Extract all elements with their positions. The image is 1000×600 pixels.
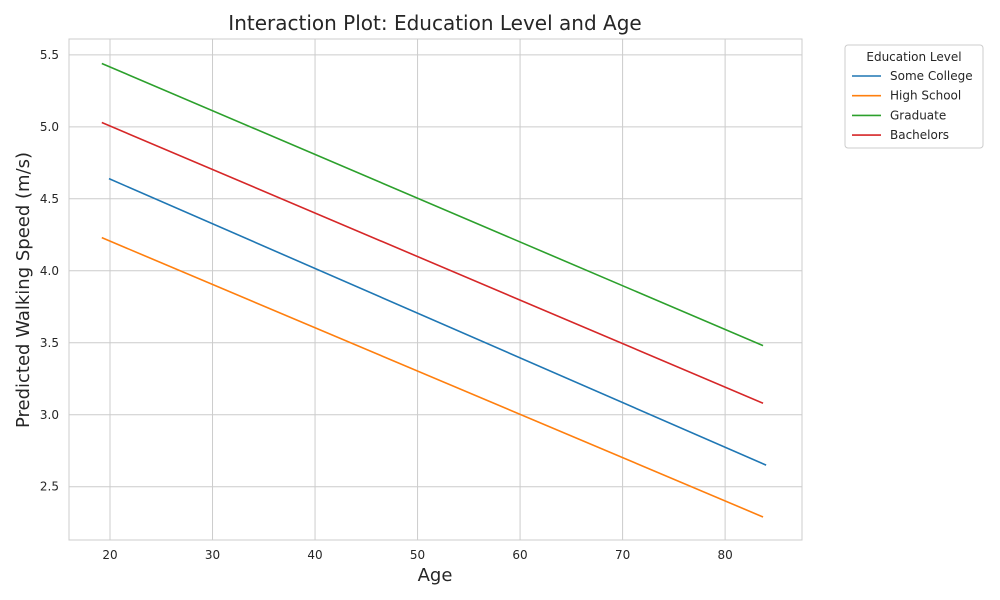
legend-box	[844, 44, 984, 149]
legend-title: Education Level	[866, 50, 961, 64]
grid	[69, 39, 802, 540]
y-tick-labels: 2.5 3.0 3.5 4.0 4.5 5.0 5.5	[40, 48, 59, 494]
legend-label-high-school: High School	[890, 89, 961, 103]
series-line-high-school	[101, 236, 764, 518]
series-line-bachelors	[101, 121, 764, 404]
series-line-some-college	[108, 177, 767, 466]
x-tick-labels: 20 30 40 50 60 70 80	[102, 548, 732, 562]
legend: Education Level Some College High School G…	[844, 44, 984, 149]
y-tick-label: 3.0	[40, 408, 59, 422]
x-tick-label: 40	[307, 548, 322, 562]
y-tick-label: 2.5	[40, 480, 59, 494]
x-tick-label: 70	[615, 548, 630, 562]
plot-area	[68, 38, 803, 541]
x-tick-label: 20	[102, 548, 117, 562]
y-tick-label: 5.0	[40, 120, 59, 134]
chart-title: Interaction Plot: Education Level and Ag…	[228, 11, 641, 35]
y-axis-label: Predicted Walking Speed (m/s)	[13, 152, 34, 428]
legend-items: Some College High School Graduate Bachelors	[852, 69, 973, 142]
y-tick-label: 3.5	[40, 336, 59, 350]
y-tick-label: 4.5	[40, 192, 59, 206]
x-tick-label: 60	[512, 548, 527, 562]
series-lines	[101, 62, 767, 518]
legend-label-bachelors: Bachelors	[890, 128, 949, 142]
x-tick-label: 80	[717, 548, 732, 562]
x-tick-label: 50	[410, 548, 425, 562]
y-tick-label: 5.5	[40, 48, 59, 62]
legend-label-some-college: Some College	[890, 69, 973, 83]
y-tick-label: 4.0	[40, 264, 59, 278]
legend-label-graduate: Graduate	[890, 108, 946, 122]
x-tick-label: 30	[205, 548, 220, 562]
x-axis-label: Age	[418, 565, 453, 586]
series-line-graduate	[101, 62, 764, 347]
